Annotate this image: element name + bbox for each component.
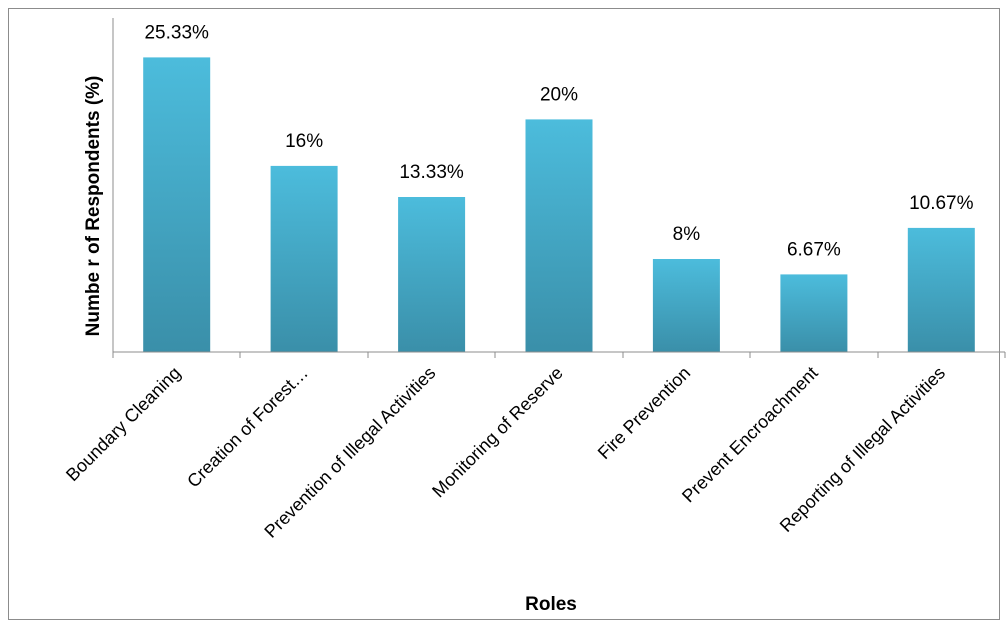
bar bbox=[143, 57, 211, 353]
data-label: 8% bbox=[673, 224, 701, 245]
x-tick-label: Creation of Forest… bbox=[183, 363, 312, 492]
data-label: 10.67% bbox=[909, 193, 974, 214]
data-label: 20% bbox=[540, 84, 578, 105]
x-tick-label: Monitoring of Reserve bbox=[428, 363, 567, 502]
x-tick-label: Prevent Encroachment bbox=[678, 363, 822, 507]
bar bbox=[652, 259, 720, 352]
data-label: 13.33% bbox=[399, 162, 464, 183]
data-label: 25.33% bbox=[144, 22, 209, 43]
x-axis-title: Roles bbox=[525, 594, 577, 615]
data-label: 6.67% bbox=[787, 239, 841, 260]
x-tick-label: Fire Prevention bbox=[594, 363, 694, 463]
axis-layer bbox=[112, 18, 1006, 358]
bars-layer bbox=[143, 57, 975, 353]
bar bbox=[780, 274, 848, 352]
x-tick-label: Boundary Cleaning bbox=[62, 363, 184, 485]
data-label: 16% bbox=[285, 131, 323, 152]
labels-layer: 25.33% 16% 13.33% 20% 8% 6.67% 10.67% bbox=[144, 22, 973, 260]
bar bbox=[525, 119, 593, 353]
bar bbox=[907, 227, 975, 352]
bar bbox=[398, 197, 466, 352]
y-axis-title: Numbe r of Respondents (%) bbox=[83, 76, 104, 337]
bar bbox=[270, 165, 338, 352]
